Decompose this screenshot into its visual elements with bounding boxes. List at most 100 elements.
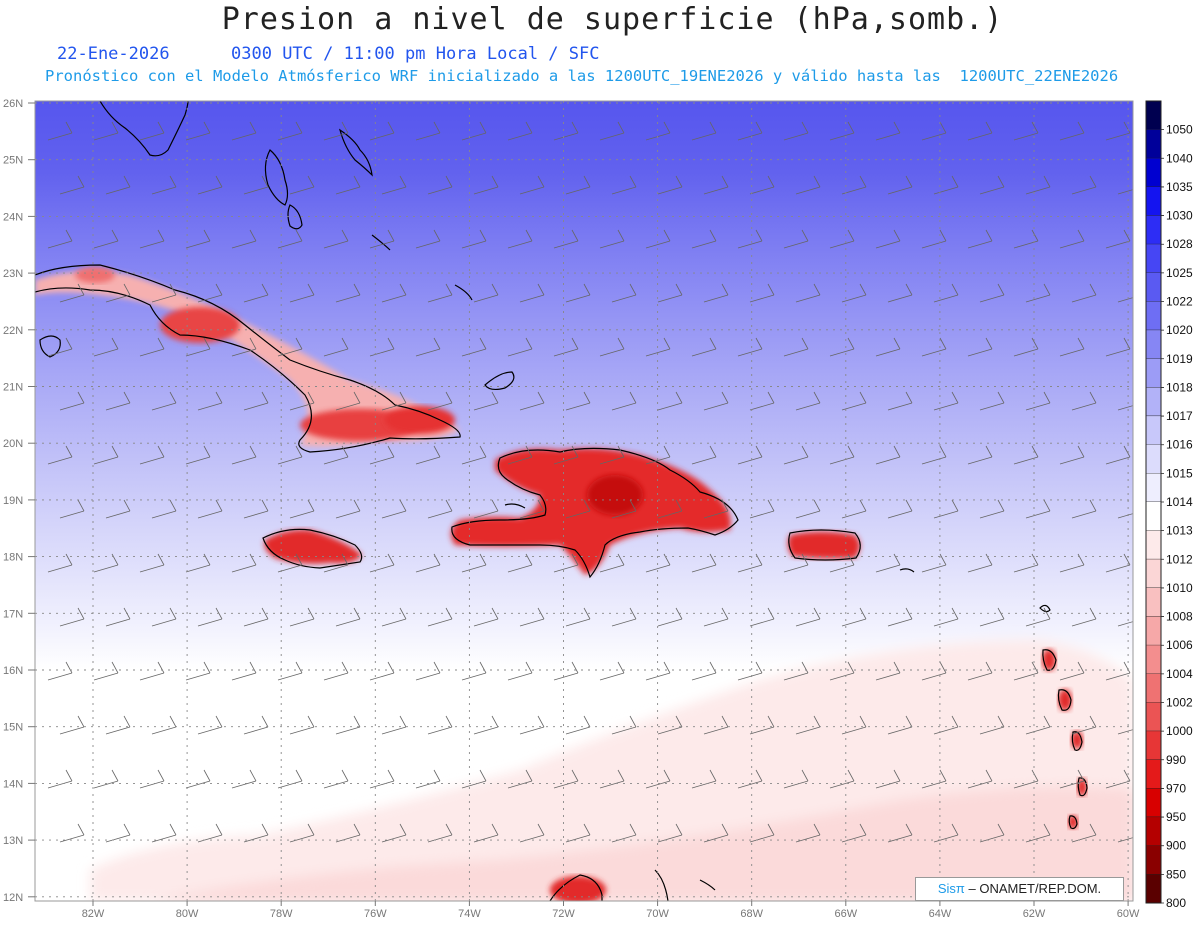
lat-label: 24N [3, 211, 23, 223]
subtitle-date: 22-Ene-2026 [57, 44, 170, 64]
colorbar-swatch [1146, 215, 1161, 245]
lon-label: 74W [458, 908, 481, 920]
colorbar-swatch [1146, 874, 1161, 904]
credit-box: Sisπ – ONAMET/REP.DOM. [915, 877, 1124, 901]
colorbar-label: 1002 [1166, 696, 1193, 710]
colorbar-label: 1040 [1166, 151, 1193, 165]
colorbar-swatch [1146, 702, 1161, 732]
lon-label: 80W [176, 908, 199, 920]
coastlines [35, 101, 1088, 901]
lon-label: 82W [82, 908, 105, 920]
colorbar-swatch [1146, 129, 1161, 159]
colorbar-swatch [1146, 587, 1161, 618]
colorbar-label: 970 [1166, 781, 1186, 795]
lat-label: 13N [3, 835, 23, 847]
latitude-labels: 26N 25N 24N 23N 22N 21N 20N 19N 18N 17N 16N 15N 14N 1… [3, 98, 35, 904]
lat-label: 21N [3, 382, 23, 394]
colorbar-swatch [1146, 616, 1161, 646]
colorbar-label: 800 [1166, 896, 1186, 910]
lat-label: 12N [3, 892, 23, 904]
colorbar-label: 990 [1166, 753, 1186, 767]
colorbar-swatch [1146, 101, 1161, 131]
colorbar-label: 1000 [1166, 724, 1193, 738]
colorbar-swatch [1146, 759, 1161, 789]
longitude-labels: 82W 80W 78W 76W 74W 72W 70W 68W 66W 64W 62W 60W [82, 901, 1140, 920]
colorbar-swatch [1146, 559, 1161, 589]
lon-label: 62W [1023, 908, 1046, 920]
colorbar-swatch [1146, 158, 1161, 188]
lon-label: 64W [929, 908, 952, 920]
lon-label: 60W [1117, 908, 1140, 920]
lat-label: 23N [3, 268, 23, 280]
colorbar-label: 1018 [1166, 380, 1193, 394]
colorbar-label: 1035 [1166, 180, 1193, 194]
colorbar-label: 1016 [1166, 438, 1193, 452]
lat-label: 20N [3, 438, 23, 450]
credit-sis: Sisπ [937, 881, 965, 896]
colorbar-label: 1004 [1166, 667, 1193, 681]
colorbar-swatch [1146, 330, 1161, 360]
colorbar-label: 1010 [1166, 581, 1193, 595]
colorbar-swatch [1146, 186, 1161, 217]
colorbar-swatch [1146, 731, 1161, 761]
subtitle-time: 0300 UTC / 11:00 pm Hora Local / SFC [231, 44, 600, 64]
colorbar-swatch [1146, 358, 1161, 388]
lat-label: 19N [3, 495, 23, 507]
colorbar-swatch [1146, 817, 1161, 847]
lat-lon-grid [35, 101, 1133, 901]
pressure-field [35, 101, 1133, 901]
colorbar-label: 1028 [1166, 237, 1193, 251]
lat-label: 16N [3, 665, 23, 677]
colorbar-label: 1025 [1166, 266, 1193, 280]
colorbar-label: 1014 [1166, 495, 1193, 509]
colorbar-swatch [1146, 502, 1161, 532]
colorbar-swatch [1146, 272, 1161, 302]
colorbar-label: 1020 [1166, 323, 1193, 337]
wind-barbs [47, 121, 1133, 843]
lat-label: 15N [3, 722, 23, 734]
colorbar-swatch [1146, 416, 1161, 446]
colorbar-swatch [1146, 845, 1161, 875]
lat-label: 18N [3, 552, 23, 564]
colorbar-label: 1008 [1166, 610, 1193, 624]
lon-label: 76W [364, 908, 387, 920]
pressure-colorbar: 1050 1040 1035 1030 1028 1025 1022 1020 1019 1018… [1145, 100, 1193, 910]
colorbar-label: 1013 [1166, 524, 1193, 538]
colorbar-label: 1050 [1166, 123, 1193, 137]
subtitle-model: Pronóstico con el Modelo Atmósferico WRF… [45, 67, 1119, 85]
colorbar-label: 1006 [1166, 638, 1193, 652]
colorbar-label: 1015 [1166, 466, 1193, 480]
colorbar-label: 900 [1166, 839, 1186, 853]
colorbar-swatch [1146, 673, 1161, 703]
colorbar-swatch [1146, 788, 1161, 818]
colorbar-swatch [1146, 530, 1161, 560]
colorbar-swatch [1146, 244, 1161, 274]
colorbar-label: 950 [1166, 810, 1186, 824]
colorbar-label: 1022 [1166, 295, 1193, 309]
lon-label: 72W [552, 908, 575, 920]
colorbar-swatch [1146, 387, 1161, 417]
lat-label: 22N [3, 325, 23, 337]
colorbar-swatch [1146, 473, 1161, 503]
lat-label: 26N [3, 98, 23, 110]
lat-label: 14N [3, 778, 23, 790]
colorbar-label: 1030 [1166, 209, 1193, 223]
lon-label: 70W [646, 908, 669, 920]
map-frame [34, 100, 1134, 902]
colorbar-label: 850 [1166, 867, 1186, 881]
lat-label: 25N [3, 155, 23, 167]
lon-label: 78W [270, 908, 293, 920]
subtitle-date-time: 22-Ene-2026 0300 UTC / 11:00 pm Hora Loc… [57, 44, 599, 64]
colorbar-swatch [1146, 301, 1161, 331]
colorbar-label: 1017 [1166, 409, 1193, 423]
map-title: Presion a nivel de superficie (hPa,somb.… [221, 2, 1004, 37]
colorbar-swatch [1146, 645, 1161, 675]
colorbar-label: 1012 [1166, 552, 1193, 566]
lon-label: 68W [740, 908, 763, 920]
colorbar-swatch [1146, 444, 1161, 474]
lon-label: 66W [834, 908, 857, 920]
lat-label: 17N [3, 608, 23, 620]
credit-org: – ONAMET/REP.DOM. [964, 881, 1102, 896]
colorbar-label: 1019 [1166, 352, 1193, 366]
